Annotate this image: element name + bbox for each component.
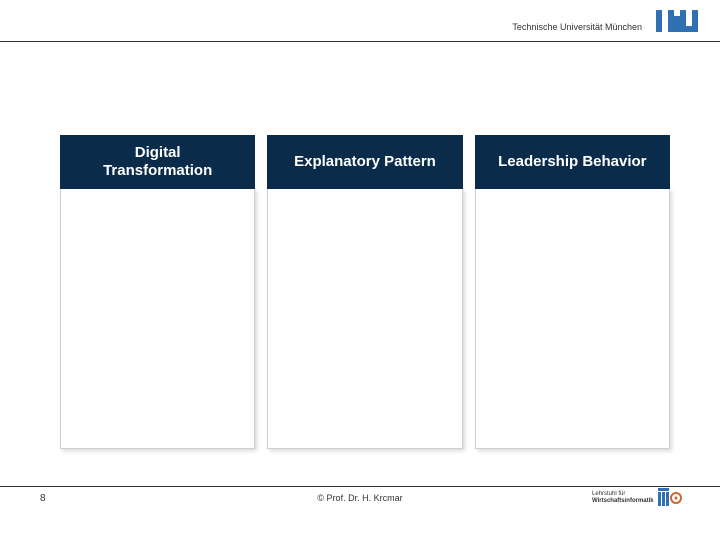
tum-logo [654, 8, 702, 34]
chair-text: Lehrstuhl für Wirtschaftsinformatik [592, 491, 654, 504]
slide-header: Technische Universität München [0, 0, 720, 42]
chair-line2: Wirtschaftsinformatik [592, 498, 654, 505]
chair-icon [658, 488, 682, 508]
column-container: Digital Transformation Explanatory Patte… [60, 135, 670, 449]
column-title: Leadership Behavior [498, 153, 646, 171]
chair-line1: Lehrstuhl für [592, 491, 654, 498]
column-body [267, 189, 462, 449]
column-title: Digital Transformation [103, 144, 212, 180]
page-number: 8 [40, 493, 46, 504]
institution-name: Technische Universität München [512, 22, 642, 32]
column-body [475, 189, 670, 449]
chair-logo: Lehrstuhl für Wirtschaftsinformatik [592, 485, 702, 511]
column-digital-transformation: Digital Transformation [60, 135, 255, 449]
column-body [60, 189, 255, 449]
column-header: Digital Transformation [60, 135, 255, 189]
slide-footer: 8 © Prof. Dr. H. Krcmar Lehrstuhl für Wi… [0, 486, 720, 510]
column-title: Explanatory Pattern [294, 153, 436, 171]
column-explanatory-pattern: Explanatory Pattern [267, 135, 462, 449]
column-leadership-behavior: Leadership Behavior [475, 135, 670, 449]
copyright-text: © Prof. Dr. H. Krcmar [317, 493, 402, 503]
column-header: Leadership Behavior [475, 135, 670, 189]
column-header: Explanatory Pattern [267, 135, 462, 189]
